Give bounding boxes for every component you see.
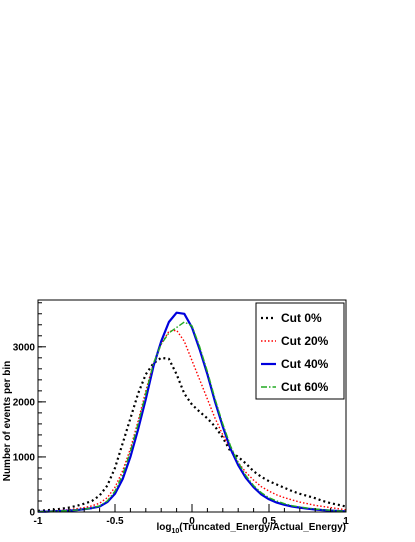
x-axis-title: log10(Truncated_Energy/Actual_Energy) (156, 522, 346, 535)
y-tick-label: 0 (29, 508, 35, 519)
x-tick-label: -1 (34, 516, 43, 527)
y-tick-label: 3000 (13, 342, 36, 353)
y-tick-label: 2000 (13, 397, 36, 408)
series-layer (37, 311, 347, 513)
legend-box (255, 302, 345, 400)
x-tick-label: 0 (189, 516, 195, 527)
x-axis-title-subscript: 10 (171, 528, 179, 535)
x-axis-title-rest: (Truncated_Energy/Actual_Energy) (179, 522, 346, 533)
x-tick-label: 1 (343, 516, 349, 527)
series-line-cut-60 (37, 321, 347, 513)
legend-label-cut-60: Cut 60% (281, 380, 329, 394)
legend-label-cut-20: Cut 20% (281, 334, 329, 348)
legend-label-cut-40: Cut 40% (281, 357, 329, 371)
y-axis-title: Number of events per bin (2, 361, 13, 482)
x-tick-label: 0.5 (262, 516, 276, 527)
x-tick-label: -0.5 (106, 516, 124, 527)
x-axis-title-main: log (156, 522, 171, 533)
y-tick-label: 1000 (13, 452, 36, 463)
legend: Cut 0% Cut 20% Cut 40% Cut 60% (255, 302, 345, 400)
legend-label-cut-0: Cut 0% (281, 311, 322, 325)
ticks-layer: -1 -0.5 0 0.5 1 0 1000 2000 3000 (13, 302, 349, 527)
